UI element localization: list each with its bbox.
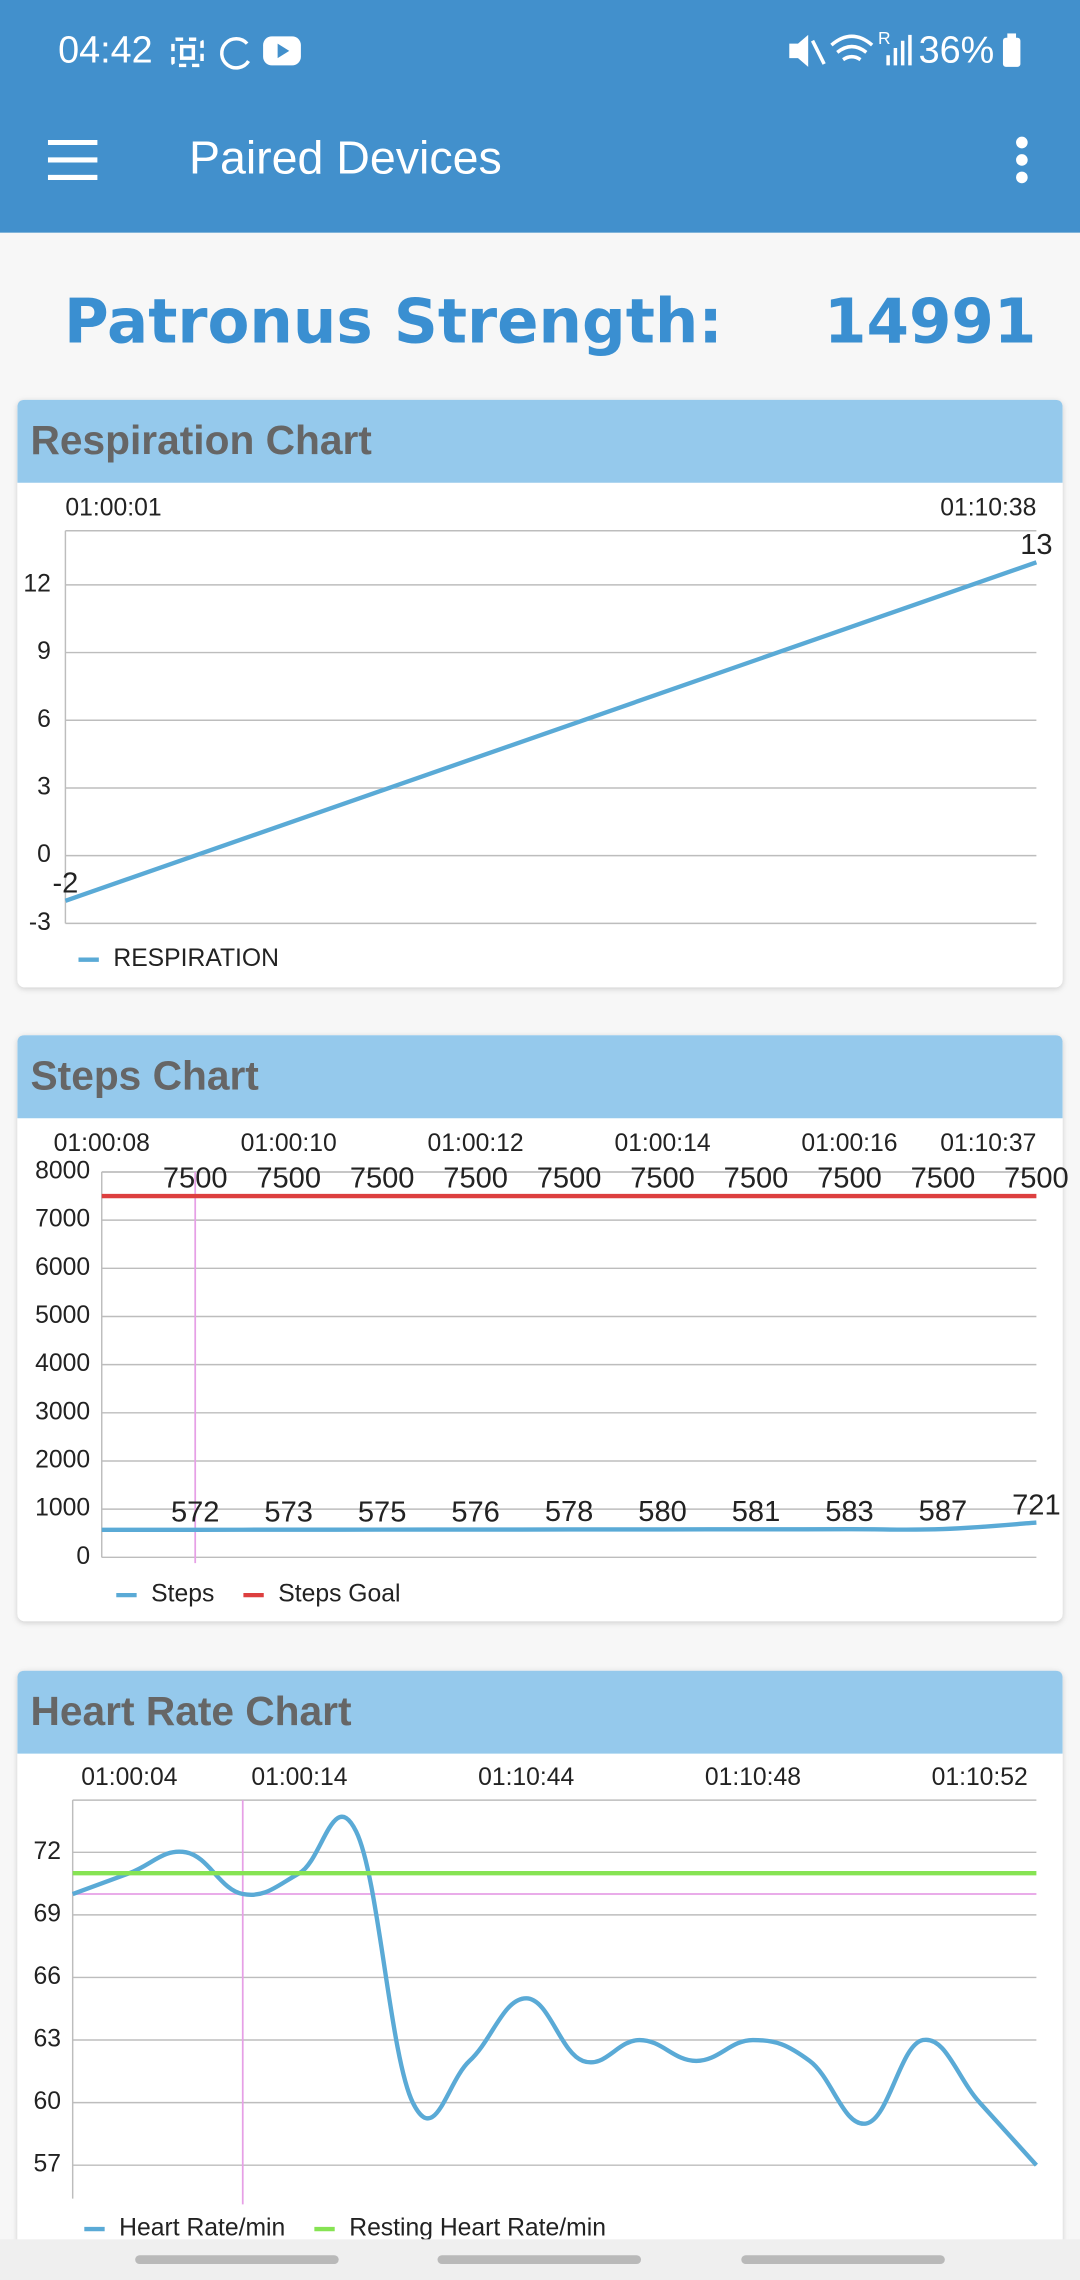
y-tick-label: 66 <box>34 1963 61 1990</box>
data-label: 7500 <box>443 1163 508 1195</box>
battery-icon <box>1002 33 1021 67</box>
x-tick-label: 01:10:37 <box>940 1130 1036 1157</box>
x-tick-label: 01:00:10 <box>241 1130 337 1157</box>
status-icons-left <box>171 36 301 70</box>
chart-title: Respiration Chart <box>31 417 373 463</box>
patronus-value: 14991 <box>824 286 1036 357</box>
data-label: 7500 <box>163 1163 228 1195</box>
data-label: 572 <box>171 1496 219 1528</box>
x-tick-label: 01:00:16 <box>801 1130 897 1157</box>
series-line <box>64 560 1038 903</box>
data-label: -2 <box>52 867 78 899</box>
legend-label: Heart Rate/min <box>119 2215 285 2242</box>
series-line <box>71 1814 1039 2167</box>
chart-card: Steps Chart 0 1000 2000 3000 4000 5000 6000 7000… <box>17 1035 1069 1622</box>
y-tick-label: 72 <box>34 1838 61 1865</box>
data-label: 7500 <box>724 1163 789 1195</box>
y-tick-label: 6000 <box>35 1254 90 1281</box>
data-label: 578 <box>545 1496 593 1528</box>
card <box>17 399 1063 988</box>
y-tick-label: 60 <box>34 2088 61 2115</box>
data-label: 13 <box>1020 529 1052 561</box>
data-label: 7500 <box>256 1163 321 1195</box>
legend-label: Steps <box>151 1581 214 1608</box>
data-label: 7500 <box>817 1163 882 1195</box>
series-line <box>101 1520 1037 1533</box>
x-tick-label: 01:10:48 <box>705 1764 801 1791</box>
menu-button[interactable] <box>47 139 98 180</box>
legend-label: Steps Goal <box>278 1581 400 1608</box>
chart-card: Heart Rate Chart 57 60 63 66 69 72 01:00:04 01:0… <box>17 1670 1063 2280</box>
data-label: 587 <box>919 1496 967 1528</box>
y-tick-label: 4000 <box>35 1350 90 1377</box>
x-tick-label: 01:10:52 <box>932 1764 1028 1791</box>
y-tick-label: 0 <box>37 841 51 868</box>
y-tick-label: 12 <box>23 570 50 597</box>
x-tick-label: 01:10:44 <box>478 1764 574 1791</box>
x-tick-label: 01:00:08 <box>54 1130 150 1157</box>
y-tick-label: 3000 <box>35 1398 90 1425</box>
data-label: 7500 <box>1004 1163 1069 1195</box>
patronus-label: Patronus Strength: <box>64 286 723 357</box>
chart-card: Respiration Chart -3 0 3 6 9 12 01:00:01 01:10:3… <box>17 399 1063 988</box>
data-label: 581 <box>732 1496 780 1528</box>
data-label: 7500 <box>630 1163 695 1195</box>
data-label: 580 <box>638 1496 686 1528</box>
y-tick-label: 8000 <box>35 1158 90 1185</box>
y-tick-label: 57 <box>34 2151 61 2178</box>
data-label: 583 <box>825 1496 873 1528</box>
x-tick-label: 01:10:38 <box>940 494 1036 521</box>
data-label: 721 <box>1012 1489 1060 1521</box>
card <box>17 1670 1063 2280</box>
x-tick-label: 01:00:14 <box>251 1764 347 1791</box>
chart-title: Steps Chart <box>31 1053 260 1099</box>
y-tick-label: 2000 <box>35 1447 90 1474</box>
y-tick-label: 0 <box>76 1543 90 1570</box>
x-tick-label: 01:00:14 <box>614 1130 710 1157</box>
navigation-bar <box>0 2239 1080 2280</box>
data-label: 573 <box>264 1496 312 1528</box>
card-header <box>17 1035 1063 1119</box>
y-tick-label: 5000 <box>35 1302 90 1329</box>
status-time: 04:42 <box>58 29 153 71</box>
x-tick-label: 01:00:12 <box>428 1130 524 1157</box>
y-tick-label: 7000 <box>35 1206 90 1233</box>
app-title: Paired Devices <box>189 132 502 184</box>
chart-title: Heart Rate Chart <box>31 1688 352 1734</box>
y-tick-label: 6 <box>37 706 51 733</box>
status-battery: 36% <box>919 29 995 71</box>
svg-text:R: R <box>878 28 891 48</box>
data-label: 7500 <box>537 1163 602 1195</box>
status-icons-right: R <box>789 28 912 67</box>
y-tick-label: 1000 <box>35 1495 90 1522</box>
data-label: 7500 <box>911 1163 976 1195</box>
legend-label: RESPIRATION <box>113 945 279 972</box>
y-tick-label: 69 <box>34 1900 61 1927</box>
overflow-menu-button[interactable] <box>1016 136 1028 184</box>
y-tick-label: -3 <box>29 909 51 936</box>
y-tick-label: 9 <box>37 638 51 665</box>
legend-label: Resting Heart Rate/min <box>349 2215 606 2242</box>
x-tick-label: 01:00:04 <box>81 1764 177 1791</box>
card-header <box>17 1670 1063 1754</box>
data-label: 7500 <box>350 1163 415 1195</box>
x-tick-label: 01:00:01 <box>65 494 161 521</box>
y-tick-label: 3 <box>37 773 51 800</box>
data-label: 575 <box>358 1496 406 1528</box>
card-header <box>17 399 1063 483</box>
data-label: 576 <box>451 1496 499 1528</box>
y-tick-label: 63 <box>34 2026 61 2053</box>
card <box>17 1035 1063 1622</box>
